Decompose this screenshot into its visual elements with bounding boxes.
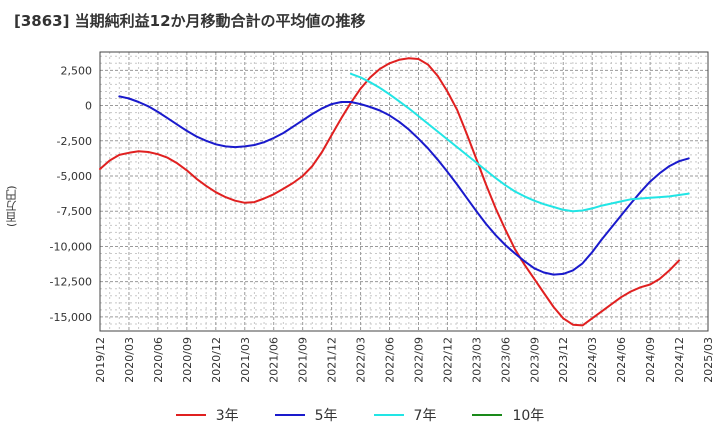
legend-item-10y: 10年 [472, 405, 544, 425]
x-tick-label: 2023/03 [470, 337, 483, 383]
x-tick-label: 2020/09 [181, 337, 194, 383]
legend-item-7y: 7年 [373, 405, 437, 425]
x-tick-label: 2024/06 [615, 337, 628, 383]
plot-border [99, 51, 709, 332]
x-tick-label: 2022/12 [441, 337, 454, 383]
x-tick-label: 2024/03 [586, 337, 599, 383]
y-tick-label: -15,000 [50, 311, 92, 324]
y-tick-label: -5,000 [57, 170, 92, 183]
x-tick-label: 2025/03 [702, 337, 715, 383]
series-line-3 [349, 72, 690, 213]
x-tick-label: 2022/06 [384, 337, 397, 383]
x-tick-label: 2023/09 [528, 337, 541, 383]
series-line-2 [118, 95, 690, 276]
y-tick-label: 2,500 [61, 64, 93, 77]
chart-title: [3863] 当期純利益12か月移動合計の平均値の推移 [14, 12, 366, 30]
x-tick-label: 2024/12 [673, 337, 686, 383]
legend-label-10y: 10年 [512, 408, 545, 424]
legend-label-3y: 3年 [215, 408, 239, 424]
legend-label-7y: 7年 [413, 408, 437, 424]
legend-swatch-10y [472, 414, 503, 416]
x-tick-label: 2021/09 [297, 337, 310, 383]
x-tick-label: 2022/03 [355, 337, 368, 383]
legend-item-5y: 5年 [274, 405, 338, 425]
legend-swatch-5y [274, 414, 305, 416]
x-tick-label: 2021/12 [326, 337, 339, 383]
y-tick-label: 0 [85, 100, 92, 113]
y-tick-label: -7,500 [57, 205, 92, 218]
x-tick-label: 2023/12 [557, 337, 570, 383]
x-tick-label: 2019/12 [94, 337, 107, 383]
y-tick-label: -2,500 [57, 135, 92, 148]
legend: 3年 5年 7年 10年 [0, 404, 720, 426]
legend-label-5y: 5年 [314, 408, 338, 424]
x-tick-label: 2023/06 [499, 337, 512, 383]
x-tick-label: 2021/06 [268, 337, 281, 383]
x-tick-label: 2022/09 [412, 337, 425, 383]
legend-swatch-7y [373, 414, 404, 416]
x-tick-label: 2024/09 [644, 337, 657, 383]
x-tick-label: 2020/12 [210, 337, 223, 383]
legend-swatch-3y [175, 414, 206, 416]
y-tick-label: -10,000 [50, 240, 92, 253]
x-tick-label: 2020/06 [152, 337, 165, 383]
y-tick-label: -12,500 [50, 276, 92, 289]
x-tick-label: 2021/03 [239, 337, 252, 383]
legend-item-3y: 3年 [175, 405, 239, 425]
series-line-1 [99, 57, 680, 327]
x-tick-label: 2020/03 [123, 337, 136, 383]
